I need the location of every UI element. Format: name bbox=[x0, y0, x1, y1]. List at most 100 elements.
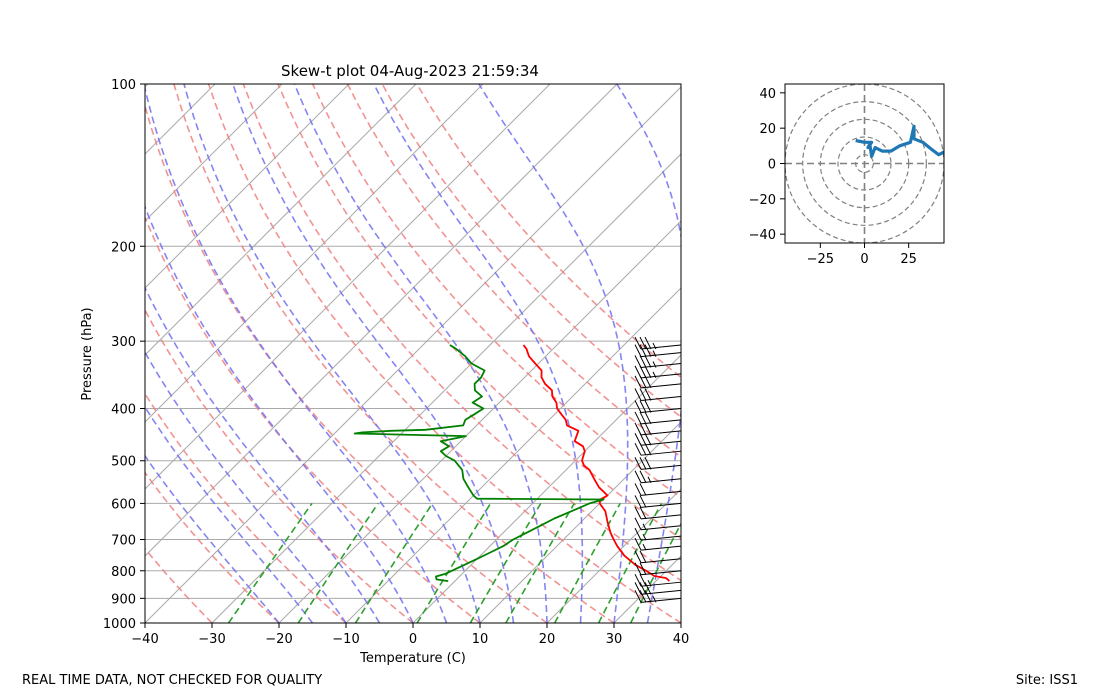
x-tick-label: −20 bbox=[265, 632, 292, 647]
y-tick-label: 800 bbox=[111, 565, 136, 580]
wind-barb-flag bbox=[639, 550, 647, 563]
isotherm-line bbox=[479, 421, 681, 623]
moist-adiabat bbox=[293, 84, 548, 623]
wind-barb-flag bbox=[634, 495, 642, 508]
hodograph-y-tick-label: 20 bbox=[759, 122, 776, 137]
wind-barb bbox=[634, 433, 682, 446]
mixing-ratio-line bbox=[297, 502, 379, 623]
wind-barb-flag bbox=[639, 590, 647, 603]
wind-barb-flag bbox=[644, 582, 652, 595]
wind-barb-staff bbox=[640, 545, 682, 551]
dry-adiabat bbox=[145, 215, 481, 623]
wind-barb-flag bbox=[634, 388, 642, 401]
wind-barb-flag bbox=[634, 355, 642, 368]
wind-barb-half-flag bbox=[652, 350, 657, 357]
dry-adiabat bbox=[311, 84, 681, 499]
quality-note: REAL TIME DATA, NOT CHECKED FOR QUALITY bbox=[22, 673, 323, 688]
wind-barb-half-flag bbox=[652, 342, 657, 350]
wind-barb-flag bbox=[639, 411, 647, 425]
wind-barb bbox=[634, 470, 682, 484]
isotherm-line bbox=[145, 84, 417, 356]
y-tick-label: 100 bbox=[111, 78, 136, 93]
wind-barb-flag bbox=[644, 365, 652, 379]
wind-barb bbox=[634, 573, 682, 587]
wind-barb-flag bbox=[634, 582, 642, 595]
skewt-background-lines bbox=[145, 84, 681, 623]
temperature-profile bbox=[522, 344, 670, 582]
wind-barb-staff bbox=[640, 408, 682, 414]
wind-barb-staff bbox=[640, 589, 682, 595]
wind-barb-staff bbox=[640, 373, 682, 379]
dry-adiabat bbox=[207, 84, 681, 623]
wind-barb-flag bbox=[634, 365, 642, 379]
wind-barb bbox=[634, 344, 682, 358]
wind-barb bbox=[634, 562, 682, 576]
y-tick-label: 700 bbox=[111, 534, 136, 549]
wind-barb-flag bbox=[634, 483, 642, 496]
x-tick-label: 10 bbox=[472, 632, 489, 647]
y-tick-label: 300 bbox=[111, 335, 136, 350]
wind-barb-flag bbox=[639, 344, 647, 357]
wind-barb-half-flag bbox=[647, 476, 652, 483]
wind-barb bbox=[634, 582, 682, 595]
wind-barb-flag bbox=[644, 457, 652, 470]
wind-barb-half-flag bbox=[642, 523, 647, 530]
moist-adiabat bbox=[145, 84, 448, 623]
dry-adiabat bbox=[145, 392, 347, 623]
y-tick-label: 200 bbox=[111, 240, 136, 255]
y-tick-label: 1000 bbox=[103, 617, 136, 632]
wind-barb-staff bbox=[640, 396, 682, 402]
wind-barb-staff bbox=[640, 362, 682, 368]
wind-barb-flag bbox=[634, 550, 642, 563]
wind-barb bbox=[634, 336, 682, 350]
wind-barb-staff bbox=[640, 478, 682, 484]
wind-barb bbox=[634, 517, 682, 531]
wind-barb-flag bbox=[634, 400, 642, 413]
wind-barb bbox=[634, 483, 682, 496]
x-tick-label: 40 bbox=[673, 632, 690, 647]
isotherm-line bbox=[412, 354, 681, 623]
wind-barb bbox=[634, 527, 682, 541]
mixing-ratio-line bbox=[629, 521, 681, 623]
skewt-ylabel: Pressure (hPa) bbox=[80, 307, 95, 400]
dry-adiabat bbox=[145, 471, 280, 623]
wind-barb-half-flag bbox=[642, 533, 647, 541]
mixing-ratio-line bbox=[354, 502, 434, 623]
y-tick-label: 900 bbox=[111, 592, 136, 607]
wind-barb-flag bbox=[634, 375, 642, 389]
wind-barb-flag bbox=[634, 433, 642, 446]
wind-barb-flag bbox=[644, 400, 652, 413]
wind-barb-staff bbox=[640, 344, 682, 350]
wind-barb-staff bbox=[640, 450, 682, 456]
wind-barb-staff bbox=[640, 581, 682, 587]
wind-barb-flag bbox=[634, 442, 642, 456]
dry-adiabat bbox=[346, 84, 681, 458]
wind-barb-flag bbox=[634, 562, 642, 575]
x-tick-label: 20 bbox=[539, 632, 556, 647]
dry-adiabat bbox=[145, 103, 548, 623]
wind-barb bbox=[634, 550, 682, 564]
isotherm-line bbox=[145, 84, 484, 423]
dry-adiabat bbox=[381, 84, 681, 418]
dry-adiabat bbox=[242, 84, 681, 582]
wind-barb-half-flag bbox=[652, 361, 657, 368]
wind-barb bbox=[634, 355, 682, 368]
moist-adiabat bbox=[183, 84, 481, 623]
x-tick-label: −30 bbox=[198, 632, 225, 647]
wind-barb-flag bbox=[644, 422, 652, 436]
hodograph-line bbox=[855, 124, 944, 158]
wind-barb bbox=[634, 590, 682, 603]
isotherm-line bbox=[145, 84, 618, 557]
wind-barb bbox=[634, 457, 682, 470]
hodograph-y-tick-label: 0 bbox=[768, 158, 776, 173]
wind-barb-staff bbox=[640, 570, 682, 576]
isotherm-line bbox=[145, 84, 350, 289]
wind-barb-flag bbox=[639, 562, 647, 575]
isotherm-line bbox=[145, 86, 681, 623]
wind-barb-flag bbox=[639, 457, 647, 470]
wind-barb bbox=[634, 495, 682, 508]
wind-barb-staff bbox=[640, 558, 682, 564]
moist-adiabat bbox=[145, 286, 381, 623]
site-label: Site: ISS1 bbox=[1015, 673, 1078, 688]
wind-barb-half-flag bbox=[652, 371, 657, 379]
